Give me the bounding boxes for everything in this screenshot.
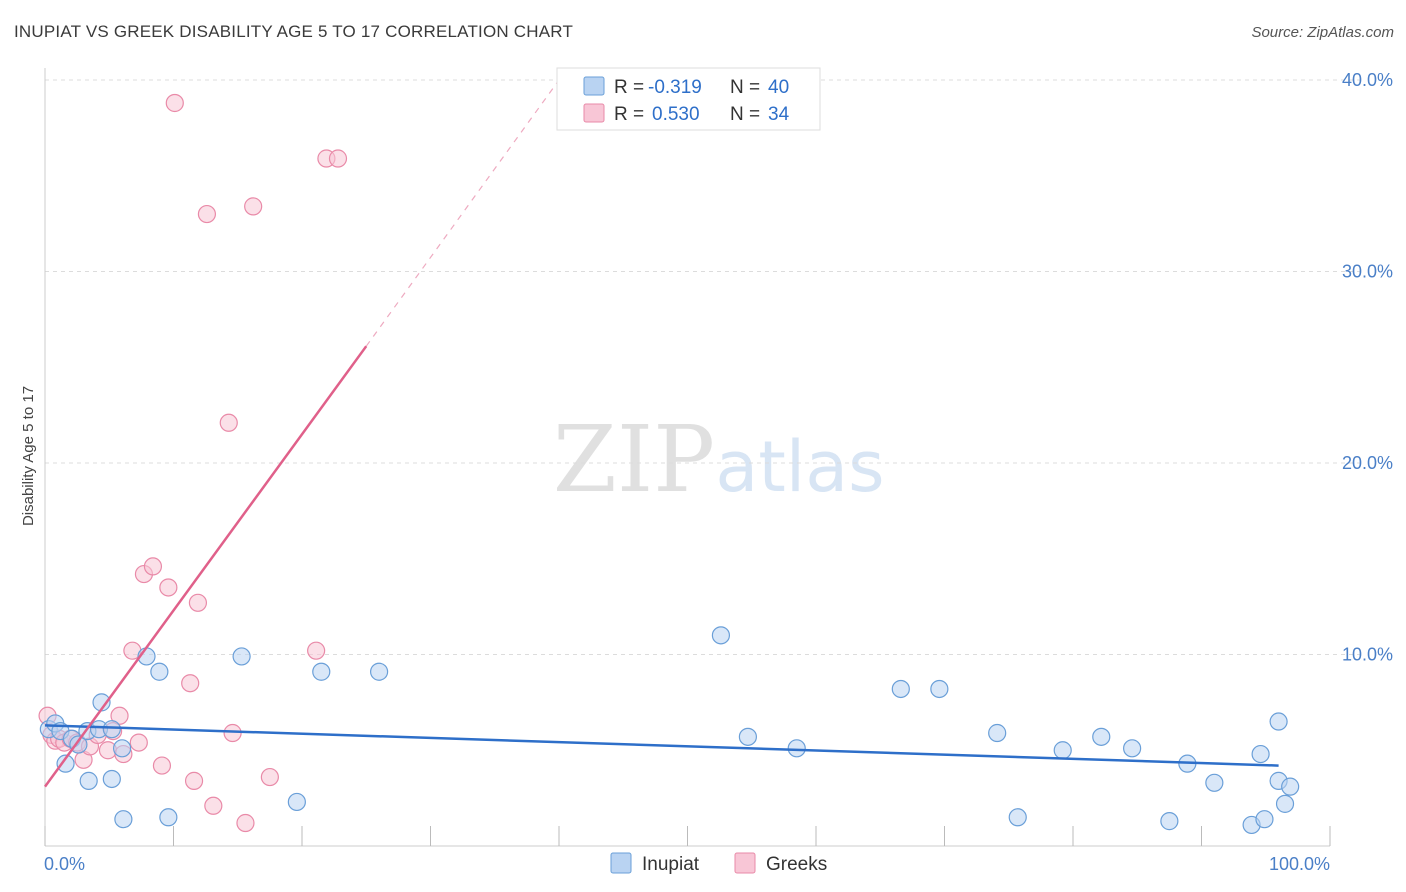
inupiat-r-label: R = <box>614 77 644 98</box>
y-tick-labels: 10.0% 20.0% 30.0% 40.0% <box>1342 70 1393 665</box>
greeks-point <box>143 557 163 576</box>
legend-inupiat-swatch <box>610 852 632 874</box>
x-tick-label-max: 100.0% <box>1269 854 1330 874</box>
inupiat-point <box>56 754 75 773</box>
inupiat-point <box>930 679 949 699</box>
greeks-r-label: R = <box>614 104 644 125</box>
inupiat-n-value: 40 <box>768 77 789 98</box>
greeks-point <box>307 641 326 660</box>
legend-greeks-swatch <box>734 852 756 874</box>
inupiat-point <box>738 727 757 746</box>
watermark-atlas: atlas <box>715 426 884 508</box>
inupiat-point <box>159 808 178 827</box>
greeks-point <box>197 204 217 224</box>
inupiat-point <box>102 720 121 739</box>
greeks-point <box>260 767 279 787</box>
inupiat-point <box>79 771 98 790</box>
y-tick-label: 20.0% <box>1342 453 1393 473</box>
greeks-point <box>159 578 178 597</box>
legend-greeks-label: Greeks <box>766 854 827 875</box>
legend-inupiat-label: Inupiat <box>642 854 700 875</box>
greeks-trend-line <box>43 345 368 788</box>
y-tick-label: 10.0% <box>1342 645 1393 665</box>
inupiat-point <box>988 723 1007 743</box>
inupiat-point <box>1092 727 1111 746</box>
greeks-n-label: N = <box>730 104 760 125</box>
y-axis-label: Disability Age 5 to 17 <box>20 386 37 526</box>
inupiat-point <box>114 810 133 829</box>
series-legend: Inupiat Greeks <box>610 852 827 875</box>
inupiat-point <box>1281 777 1300 796</box>
trend-lines <box>43 79 1279 788</box>
x-ticks <box>44 826 1331 846</box>
greeks-point <box>188 593 208 612</box>
greeks-point <box>219 413 238 432</box>
greeks-point <box>184 771 204 790</box>
inupiat-trend-line <box>44 724 1279 767</box>
greeks-n-value: 34 <box>768 104 790 125</box>
watermark-zip: ZIP <box>553 406 715 513</box>
stats-legend: R = -0.319 N = 40 R = 0.530 N = 34 <box>556 67 821 131</box>
greeks-point <box>328 149 348 168</box>
greeks-point <box>244 197 263 216</box>
greeks-swatch <box>583 103 605 123</box>
inupiat-point <box>370 662 389 681</box>
inupiat-point <box>1255 810 1274 829</box>
greeks-point <box>110 706 129 725</box>
source-label: Source: ZipAtlas.com <box>1251 24 1394 41</box>
inupiat-point <box>287 792 306 812</box>
greeks-point <box>165 93 184 113</box>
inupiat-n-label: N = <box>730 77 760 98</box>
greeks-point <box>129 733 148 752</box>
inupiat-point <box>312 662 331 681</box>
inupiat-swatch <box>583 76 605 96</box>
gridlines <box>45 79 1365 655</box>
inupiat-point <box>232 647 251 666</box>
inupiat-point <box>1008 808 1027 827</box>
inupiat-point <box>150 662 169 681</box>
greeks-point <box>204 796 223 815</box>
inupiat-point <box>112 739 132 758</box>
inupiat-point <box>1053 741 1072 760</box>
inupiat-point <box>1123 739 1142 758</box>
greeks-point <box>223 723 242 743</box>
greeks-trend-extension <box>365 79 560 347</box>
inupiat-point <box>102 769 121 789</box>
inupiat-point <box>1275 794 1295 813</box>
greeks-point <box>152 756 172 775</box>
inupiat-point <box>1160 812 1179 831</box>
inupiat-r-value: -0.319 <box>648 77 702 98</box>
watermark: ZIP atlas <box>553 406 885 513</box>
y-tick-label: 30.0% <box>1342 262 1393 282</box>
inupiat-point <box>891 679 910 699</box>
x-tick-label-min: 0.0% <box>44 854 85 874</box>
chart-title: INUPIAT VS GREEK DISABILITY AGE 5 TO 17 … <box>14 22 574 41</box>
inupiat-point <box>1205 773 1224 792</box>
greeks-point <box>181 674 200 693</box>
y-tick-label: 40.0% <box>1342 70 1393 90</box>
inupiat-point <box>711 626 731 645</box>
inupiat-point <box>787 739 806 758</box>
inupiat-point <box>1251 744 1270 764</box>
inupiat-point <box>1269 712 1288 731</box>
greeks-r-value: 0.530 <box>652 104 700 125</box>
greeks-point <box>236 813 255 833</box>
